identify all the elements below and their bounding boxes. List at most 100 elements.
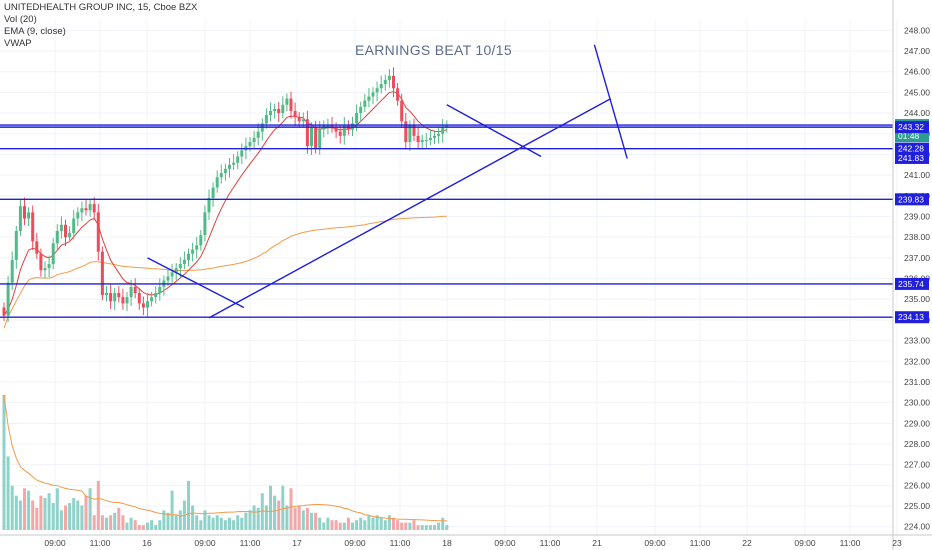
candle-body <box>178 264 182 269</box>
price-tag <box>895 142 929 155</box>
candle-body <box>195 245 199 250</box>
volume-bar <box>277 500 281 530</box>
price-tick-label: 241.00 <box>904 170 930 180</box>
volume-bar <box>80 505 84 530</box>
candle-body <box>211 187 215 198</box>
price-tag-label: 01:48 <box>898 131 920 141</box>
volume-bar <box>10 485 14 530</box>
volume-bar <box>223 520 227 530</box>
time-tick-label: 11:00 <box>240 538 261 548</box>
candle-body <box>301 119 305 122</box>
volume-bar <box>43 498 47 530</box>
volume-bar <box>248 510 252 530</box>
volume-bar <box>211 517 215 530</box>
candle-body <box>92 204 96 213</box>
candle-body <box>228 164 231 169</box>
drawings <box>0 44 893 319</box>
volume-bar <box>141 525 145 530</box>
candle-body <box>289 98 293 112</box>
candle-body <box>55 230 59 244</box>
candles <box>2 67 449 323</box>
volume-bar <box>240 517 244 530</box>
candle-body <box>297 117 301 122</box>
volume-bar <box>55 488 59 530</box>
candle-body <box>383 79 387 85</box>
volume-bar <box>441 517 445 530</box>
candle-body <box>64 224 67 238</box>
candle-body <box>166 276 170 281</box>
volume-bar <box>408 522 412 530</box>
candle-body <box>367 96 371 101</box>
volume-bar <box>113 512 117 530</box>
candle-body <box>392 75 395 89</box>
candle-body <box>232 162 236 165</box>
candle-body <box>18 206 22 231</box>
volume-bar <box>92 515 96 530</box>
candle-body <box>359 106 363 114</box>
price-tick-label: 245.00 <box>904 87 930 97</box>
candle-body <box>170 272 174 277</box>
candle-body <box>375 88 379 93</box>
volume-bar <box>424 525 428 530</box>
candle-body <box>100 251 104 296</box>
volume-bar <box>273 495 277 530</box>
annotation-earnings: EARNINGS BEAT 10/15 <box>355 42 512 58</box>
candle-body <box>76 212 80 219</box>
price-tick-label: 232.00 <box>904 356 930 366</box>
candle-body <box>27 212 31 219</box>
candle-body <box>23 206 26 219</box>
candle-body <box>6 282 10 316</box>
volume-bar <box>416 525 420 530</box>
candle-body <box>223 168 227 174</box>
volume-bar <box>433 525 436 530</box>
volume-bar <box>84 495 88 530</box>
time-tick-label: 09:00 <box>44 538 66 548</box>
volume-bar <box>6 456 10 530</box>
candle-body <box>412 125 416 136</box>
volume-bar <box>330 520 334 530</box>
volume-bar <box>207 515 211 530</box>
volume-bar <box>129 517 133 530</box>
candle-body <box>281 104 285 114</box>
price-tick-label: 247.00 <box>904 46 930 56</box>
price-tag <box>895 277 929 290</box>
legend-vol: Vol (20) <box>4 14 37 25</box>
price-tick-label: 248.00 <box>904 25 930 35</box>
volume-bar <box>445 525 449 530</box>
volume-bar <box>318 517 322 530</box>
candle-body <box>158 286 162 294</box>
candle-body <box>31 212 35 242</box>
candle-body <box>146 301 149 308</box>
candle-body <box>363 100 367 107</box>
trend-line <box>147 257 245 309</box>
time-tick-label: 11:00 <box>690 538 711 548</box>
candle-body <box>154 293 158 298</box>
volume-bar <box>178 510 182 530</box>
candle-body <box>428 137 432 140</box>
volume-bar <box>420 525 424 530</box>
volume-bar <box>76 500 80 530</box>
price-tick-label: 233.00 <box>904 336 930 346</box>
candle-body <box>113 293 117 302</box>
volume-bar <box>109 515 113 530</box>
volume-bar <box>363 520 367 530</box>
volume-bar <box>166 512 170 530</box>
candle-body <box>334 127 338 132</box>
candle-body <box>387 75 391 80</box>
volume-bar <box>195 515 199 530</box>
legend: UNITEDHEALTH GROUP INC, 15, Cboe BZX Vol… <box>4 2 197 50</box>
volume-bar <box>14 495 18 530</box>
time-tick-label: 18 <box>442 538 452 548</box>
candle-body <box>68 233 72 238</box>
volume-bar <box>88 488 92 530</box>
candle-body <box>141 303 145 308</box>
volume-bar <box>301 510 305 530</box>
candle-body <box>14 230 18 260</box>
ema-line <box>3 91 447 329</box>
time-tick-label: 17 <box>292 538 302 548</box>
volume-bar <box>326 517 330 530</box>
volume-bar <box>269 485 272 530</box>
candle-body <box>43 268 47 271</box>
